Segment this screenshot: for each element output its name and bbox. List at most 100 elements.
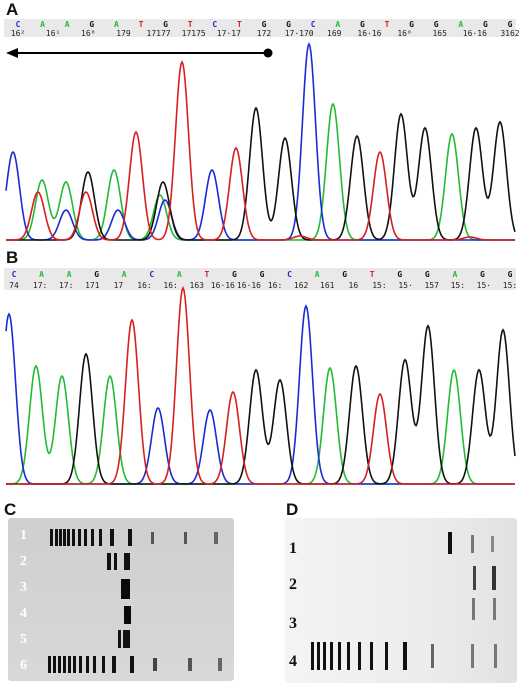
panel-a-base-9: T xyxy=(237,20,242,29)
panel-b-base-15: G xyxy=(425,270,430,279)
panel-a-base-13: A xyxy=(335,20,340,29)
panel-b-position-11: 162 xyxy=(294,281,309,290)
panel-b-position-6: 16: xyxy=(163,281,177,290)
panel-b-position-9: 16·16 xyxy=(237,281,261,290)
panel-b-base-10: C xyxy=(287,270,292,279)
gel-c-lane-3-label: 3 xyxy=(20,580,27,595)
panel-b-traces xyxy=(5,285,516,485)
panel-a-base-10: G xyxy=(262,20,267,29)
gel-c-lane-5-bands xyxy=(118,630,130,648)
gel-d-bands xyxy=(311,532,497,670)
gel-d-lane-1-label: 1 xyxy=(289,540,297,557)
gel-c-lane-5-label: 5 xyxy=(20,632,27,647)
panel-b-position-16: 157 xyxy=(424,281,439,290)
panel-b-base-13: T xyxy=(370,270,375,279)
panel-a-position-8: 17·170 xyxy=(285,29,314,38)
gel-d-lane-3-label: 3 xyxy=(289,615,297,632)
panel-a-position-12: 165 xyxy=(432,29,447,38)
panel-a-base-1: A xyxy=(40,20,45,29)
panel-a-traces xyxy=(5,41,516,241)
panel-b-base-3: G xyxy=(94,270,99,279)
gel-c-lane-2-label: 2 xyxy=(20,554,27,569)
panel-a-base-5: T xyxy=(139,20,144,29)
gel-panel-d: 1 2 3 4 xyxy=(285,518,517,683)
panel-a-position-11: 16⁸ xyxy=(397,29,411,38)
panel-a-base-11: G xyxy=(286,20,291,29)
panel-b-base-16: A xyxy=(452,270,457,279)
panel-a-base-3: G xyxy=(89,20,94,29)
panel-b-trace-A xyxy=(6,364,515,485)
gel-d-lane-1-bands xyxy=(448,532,494,554)
panel-b-base-0: C xyxy=(12,270,17,279)
panel-a-position-13: 16·16 xyxy=(463,29,487,38)
panel-a-base-14: G xyxy=(360,20,365,29)
panel-b-base-12: G xyxy=(342,270,347,279)
panel-a-base-17: G xyxy=(434,20,439,29)
gel-d-lane-2-bands xyxy=(473,566,496,590)
gel-panel-c: 1 2 3 4 5 6 xyxy=(8,518,234,681)
panel-a-trace-T xyxy=(6,60,515,241)
panel-b-position-15: 15· xyxy=(398,281,412,290)
panel-b-base-2: A xyxy=(67,270,72,279)
gel-c-lane-2-bands xyxy=(107,553,130,570)
panel-b-position-2: 17: xyxy=(59,281,73,290)
panel-a-position-14: 3162 xyxy=(500,29,519,38)
panel-b-base-17: G xyxy=(480,270,485,279)
panel-a-base-20: G xyxy=(508,20,513,29)
panel-b-base-8: G xyxy=(232,270,237,279)
panel-b-position-7: 163 xyxy=(190,281,205,290)
gel-c-lane-6-label: 6 xyxy=(20,658,27,673)
gel-d-lane-4-label: 4 xyxy=(289,653,297,670)
panel-a-position-10: 16·16 xyxy=(357,29,381,38)
panel-a-base-16: G xyxy=(409,20,414,29)
panel-a-position-2: 16⁰ xyxy=(81,29,95,38)
panel-b-position-8: 16·16 xyxy=(211,281,235,290)
panel-a-position-4: 17177 xyxy=(147,29,171,38)
gel-c-bands xyxy=(48,529,222,673)
gel-c-lane-4-bands xyxy=(124,606,131,624)
panel-b-base-9: G xyxy=(260,270,265,279)
panel-a-base-19: G xyxy=(483,20,488,29)
panel-b-base-strip xyxy=(4,268,516,290)
panel-b-position-1: 17: xyxy=(33,281,47,290)
panel-a-base-strip xyxy=(4,19,516,37)
panel-a-base-12: C xyxy=(311,20,316,29)
panel-b-base-1: A xyxy=(39,270,44,279)
panel-b-base-6: A xyxy=(177,270,182,279)
panel-a-base-15: T xyxy=(385,20,390,29)
panel-a-base-18: A xyxy=(458,20,463,29)
panel-b-base-calls: C A A G A C A T G G C A G T G G A G G 74 17: 17: 171 17 16: 16: 16… xyxy=(9,270,517,290)
panel-b-position-12: 161 xyxy=(320,281,335,290)
panel-a-position-3: 179 xyxy=(116,29,131,38)
panel-b-base-11: A xyxy=(315,270,320,279)
panel-b-label: B xyxy=(6,248,19,267)
panel-a-position-0: 16² xyxy=(11,29,25,38)
panel-a-base-0: C xyxy=(16,20,21,29)
panel-a-position-5: 17175 xyxy=(182,29,206,38)
gel-d-lane-4-bands xyxy=(311,642,497,670)
gel-c-lane-1-bands xyxy=(50,529,218,546)
panel-a-arrow xyxy=(6,48,273,58)
panel-a-trace-A xyxy=(6,102,515,241)
panel-b-base-5: C xyxy=(149,270,154,279)
panel-b-position-13: 16 xyxy=(349,281,359,290)
panel-b-position-10: 16: xyxy=(268,281,282,290)
gel-c-lane-4-label: 4 xyxy=(20,606,27,621)
gel-c-lane-6-bands xyxy=(48,656,222,673)
panel-a-position-1: 16¹ xyxy=(46,29,60,38)
panel-b-base-18: G xyxy=(508,270,513,279)
panel-b-trace-T xyxy=(6,285,515,485)
panel-a-position-7: 172 xyxy=(257,29,272,38)
panel-a-position-9: 169 xyxy=(327,29,342,38)
panel-b-base-4: A xyxy=(122,270,127,279)
panel-b-base-14: G xyxy=(397,270,402,279)
gel-d-lane-2-label: 2 xyxy=(289,576,297,593)
panel-a-base-8: C xyxy=(212,20,217,29)
panel-b-position-19: 15: xyxy=(503,281,517,290)
panel-a-base-7: T xyxy=(188,20,193,29)
panel-a-base-6: G xyxy=(163,20,168,29)
panel-d-label: D xyxy=(286,500,299,519)
sequencing-chromatograms: C A A G A T G T C T G G C A G T G G A G G 16² 16¹ 16⁰ 179 17177 17… xyxy=(4,19,520,485)
panel-c-label: C xyxy=(4,500,17,519)
panel-b-position-18: 15· xyxy=(477,281,491,290)
